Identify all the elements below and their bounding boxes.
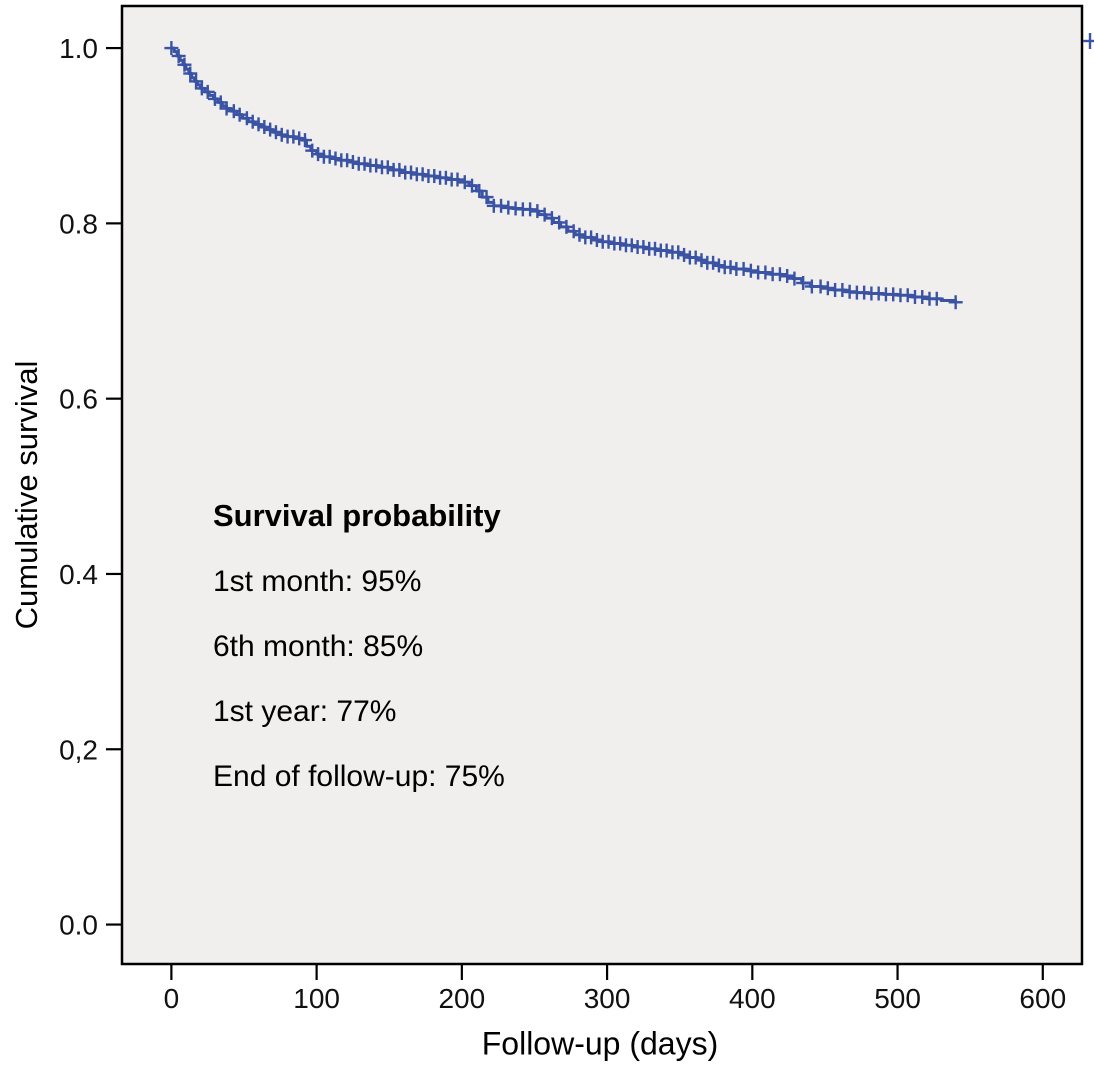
y-tick-label: 0.8: [59, 208, 98, 239]
x-axis-ticks: 0 100 200 300 400 500 600: [164, 964, 1066, 1014]
x-tick-label: 500: [874, 983, 921, 1014]
y-tick-label: 1.0: [59, 33, 98, 64]
y-tick-label: 0,2: [59, 734, 98, 765]
x-tick-label: 200: [438, 983, 485, 1014]
x-tick-label: 300: [584, 983, 631, 1014]
x-tick-label: 0: [164, 983, 180, 1014]
y-tick-label: 0.6: [59, 384, 98, 415]
annotation-line-1: 1st month: 95%: [213, 565, 422, 598]
x-tick-label: 600: [1019, 983, 1066, 1014]
plot-area: [120, 4, 1084, 966]
x-tick-label: 400: [729, 983, 776, 1014]
censor-marks: [164, 41, 963, 310]
y-axis-ticks: 1.0 0.8 0.6 0.4 0,2 0.0: [59, 33, 122, 941]
clipped-censor-mark: [1083, 33, 1094, 49]
y-tick-label: 0.0: [59, 910, 98, 941]
y-axis-title: Cumulative survival: [9, 360, 44, 630]
annotation-line-4: End of follow-up: 75%: [213, 760, 505, 793]
annotation-title: Survival probability: [213, 498, 501, 533]
y-tick-label: 0.4: [59, 559, 98, 590]
annotation-box: Survival probability 1st month: 95% 6th …: [213, 498, 505, 794]
annotation-line-2: 6th month: 85%: [213, 630, 424, 663]
annotation-line-3: 1st year: 77%: [213, 695, 397, 728]
x-tick-label: 100: [293, 983, 340, 1014]
x-axis-title: Follow-up (days): [481, 1025, 719, 1062]
